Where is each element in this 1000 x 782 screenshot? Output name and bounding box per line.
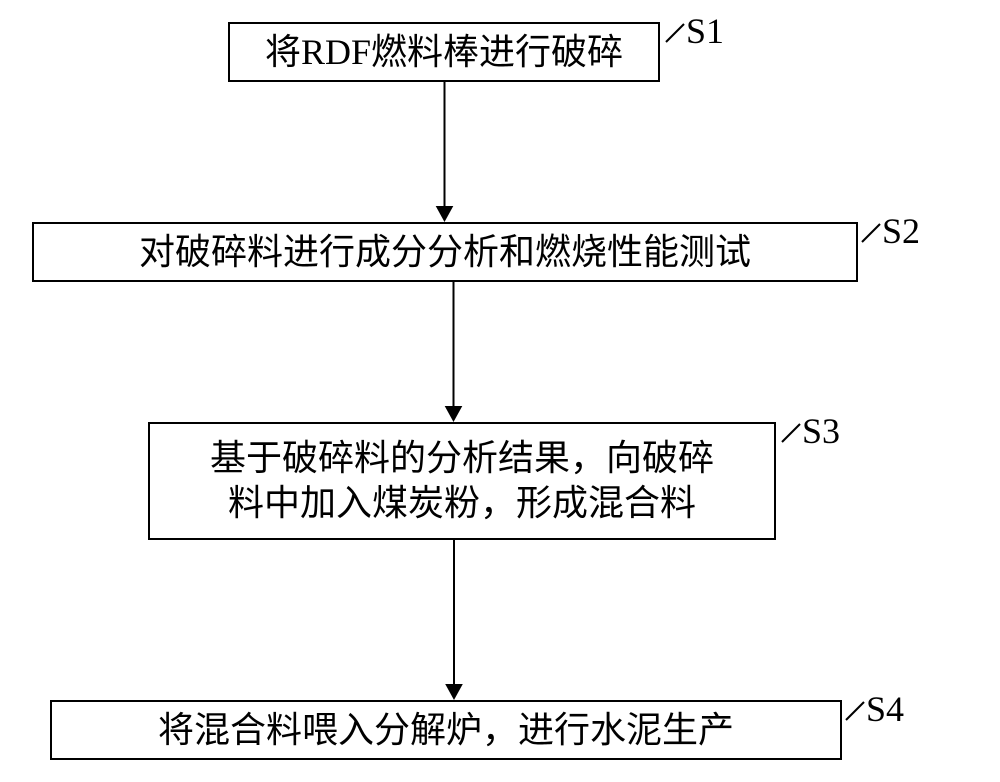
- flow-node-s3: 基于破碎料的分析结果，向破碎 料中加入煤炭粉，形成混合料: [148, 422, 776, 540]
- arrowhead-s1-s2: [436, 206, 454, 222]
- label-tick-s1: [666, 24, 684, 42]
- flow-node-s4: 将混合料喂入分解炉，进行水泥生产: [50, 700, 842, 760]
- step-label-s2: S2: [882, 210, 920, 252]
- step-label-s1: S1: [686, 10, 724, 52]
- label-tick-s3: [782, 424, 800, 442]
- label-tick-s4: [846, 702, 864, 720]
- arrowhead-s3-s4: [445, 684, 463, 700]
- edge-layer: [0, 0, 1000, 782]
- label-tick-s2: [862, 224, 880, 242]
- step-label-s3: S3: [802, 410, 840, 452]
- flowchart-canvas: 将RDF燃料棒进行破碎 S1 对破碎料进行成分分析和燃烧性能测试 S2 基于破碎料的分析…: [0, 0, 1000, 782]
- arrowhead-s2-s3: [445, 406, 463, 422]
- step-label-s4: S4: [866, 688, 904, 730]
- flow-node-s2: 对破碎料进行成分分析和燃烧性能测试: [32, 222, 858, 282]
- flow-node-s1: 将RDF燃料棒进行破碎: [228, 22, 660, 82]
